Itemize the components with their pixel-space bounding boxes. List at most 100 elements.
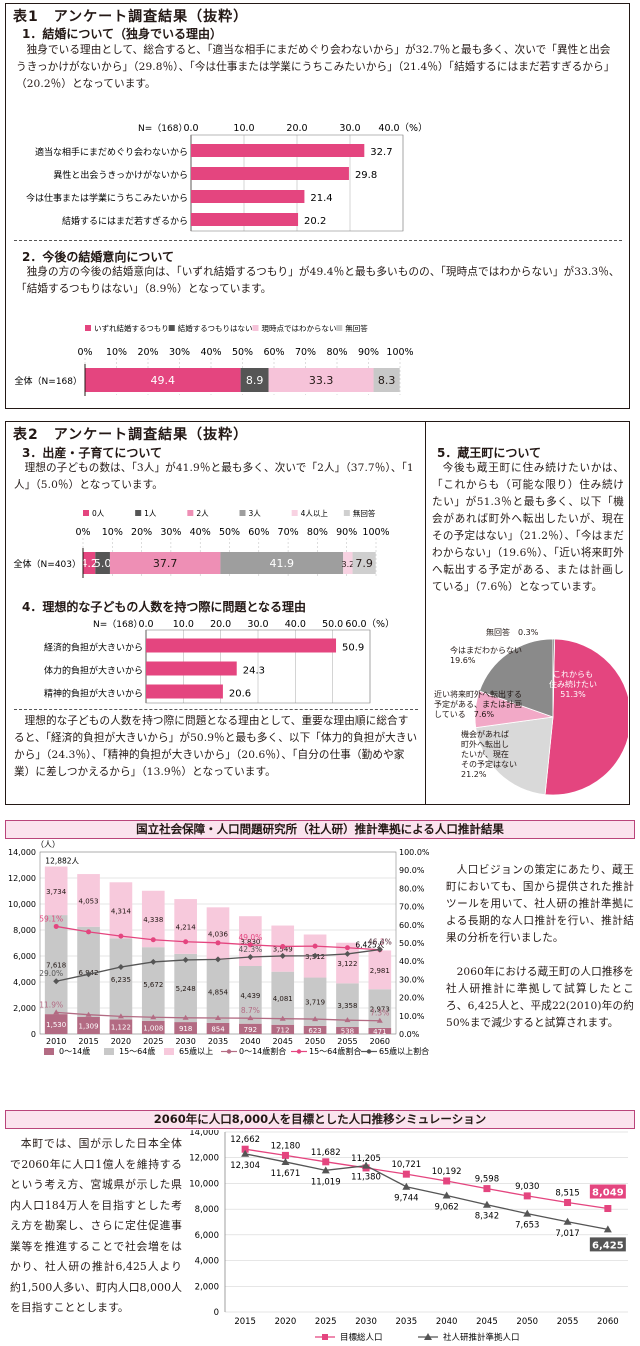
x-tick: 2025 xyxy=(143,1037,163,1046)
segment-label: 8.9 xyxy=(246,374,264,387)
bar-segment xyxy=(268,368,374,392)
marker xyxy=(281,1151,289,1159)
marker xyxy=(376,1017,383,1023)
marker xyxy=(117,964,124,971)
legend-label: 現時点ではわからない xyxy=(262,324,337,333)
q5-text: 今後も蔵王町に住み続けたいかは、「これからも（可能な限り）住み続けたい」が51.… xyxy=(432,462,624,593)
marker xyxy=(215,1014,221,1020)
q4-bar-chart: N=（168）0.0 10.0 20.0 30.0 40.0 50.0 60.0（%） 経済的… xyxy=(44,618,395,704)
bar-segment xyxy=(141,1020,165,1034)
legend-label: 2人 xyxy=(196,509,209,518)
marker xyxy=(443,1177,451,1185)
divider xyxy=(14,240,622,241)
tick-label: 0% xyxy=(75,527,90,538)
bar-segment xyxy=(368,950,392,990)
x-tick: 2040 xyxy=(240,1037,260,1046)
bar xyxy=(191,213,299,226)
legend-label: 0人 xyxy=(92,509,105,518)
marker xyxy=(482,1200,491,1208)
segment-label: 5,248 xyxy=(176,985,196,993)
bar xyxy=(191,144,365,157)
tick-label: 40% xyxy=(190,527,211,538)
tick-label: 40% xyxy=(200,347,221,358)
marker xyxy=(86,929,92,935)
marker xyxy=(241,1149,250,1157)
legend-swatch xyxy=(83,510,89,516)
legend-label: 65歳以上割合 xyxy=(379,1046,429,1056)
marker xyxy=(563,1217,572,1225)
total-label: 12,882人 xyxy=(45,857,79,866)
tick-label: 0 xyxy=(214,1308,219,1318)
marker xyxy=(85,1011,92,1017)
table2-left-box xyxy=(5,421,426,805)
legend-swatch xyxy=(336,325,343,331)
segment-label: 2,981 xyxy=(370,967,390,975)
bar-segment xyxy=(174,899,197,954)
tick-label: 30% xyxy=(169,347,190,358)
right-tick: 0.0% xyxy=(399,1030,420,1039)
section2-banner: 国立社会保障・人口問題研究所（社人研）推計準拠による人口推計結果 xyxy=(5,820,635,839)
ratio-label: 59.1% xyxy=(39,914,63,923)
bar-segment xyxy=(44,866,68,916)
legend-label: 3人 xyxy=(249,509,262,518)
bar-segment xyxy=(239,965,262,1024)
legend-label: 15〜64歳 xyxy=(119,1046,155,1056)
marker xyxy=(483,1185,491,1193)
x-tick: 2030 xyxy=(175,1037,195,1046)
x-tick: 2010 xyxy=(46,1037,66,1046)
left-tick: 0 xyxy=(31,1030,36,1039)
marker xyxy=(247,954,254,961)
marker xyxy=(376,946,383,953)
tick-label: 12,000 xyxy=(189,1154,219,1164)
marker xyxy=(182,956,189,963)
end-label-box xyxy=(589,1184,626,1199)
right-tick: 10.0% xyxy=(399,1012,425,1021)
segment-label: 4,338 xyxy=(143,916,163,924)
segment-label: 3.2 xyxy=(342,560,355,569)
section3-text: 本町では、国が示した日本全体で2060年に人口1億人を維持するという考え方、宮城… xyxy=(10,1137,182,1314)
bar-segment xyxy=(85,368,241,392)
tick-label: 40.0（%） xyxy=(378,122,427,134)
bar-segment xyxy=(220,552,344,574)
q1-bar-chart: N=（168）0.0 10.0 20.0 30.0 40.0（%） 適当な相手にまだめぐり… xyxy=(26,122,428,232)
marker xyxy=(402,1170,410,1178)
legend-swatch xyxy=(187,510,194,516)
tick-label: 0.0 xyxy=(183,123,198,134)
ratio-label: 11.9% xyxy=(39,1000,63,1009)
tick-label: 10% xyxy=(106,347,127,358)
row-label: 全体（N=168） xyxy=(15,375,82,387)
bar-segment xyxy=(206,959,230,1023)
marker xyxy=(183,939,189,945)
pie-label: 21.2% xyxy=(461,770,487,779)
tick-label: 70% xyxy=(295,347,316,358)
bar xyxy=(191,190,305,203)
x-tick: 2020 xyxy=(111,1037,131,1046)
q3-stacked-chart: 0人 1人 2人 3人 4人以上 無回答 0% 10% 20% 30% 40% 50% 60% 70% 80… xyxy=(14,508,390,578)
value-label: 21.4 xyxy=(310,193,332,204)
ratio-label: 42.3% xyxy=(238,945,262,954)
pie-label: している 7.6% xyxy=(434,710,494,719)
value-label: 20.2 xyxy=(304,216,326,227)
x-tick: 2035 xyxy=(208,1037,228,1046)
q1-text: 独身でいる理由として、総合すると、「適当な相手にまだめぐり会わないから」が32.… xyxy=(16,44,615,90)
segment-label: 712 xyxy=(276,1026,289,1034)
ratio-label: 7.3% xyxy=(370,1009,389,1018)
right-tick: 60.0% xyxy=(399,921,425,930)
tick-label: 20% xyxy=(137,347,158,358)
segment-label: 7.9 xyxy=(355,557,373,570)
bar xyxy=(146,684,223,699)
left-tick: 14,000 xyxy=(8,848,36,857)
point-label: 9,030 xyxy=(515,1182,539,1192)
legend-marker xyxy=(296,1049,302,1054)
segment-label: 1,122 xyxy=(111,1024,131,1032)
pie-label: 予定がある、または計画 xyxy=(434,699,522,709)
marker xyxy=(604,1205,612,1213)
value-label: 24.3 xyxy=(243,666,265,677)
segment-label: 3,549 xyxy=(273,946,293,954)
segment-label: 4,081 xyxy=(273,995,293,1003)
marker xyxy=(523,1192,531,1200)
right-tick: 100.0% xyxy=(399,848,430,857)
legend-label: 目標総人口 xyxy=(340,1332,383,1343)
tick-label: 0.0 xyxy=(138,619,153,630)
n-label: N=（168） xyxy=(138,123,187,134)
